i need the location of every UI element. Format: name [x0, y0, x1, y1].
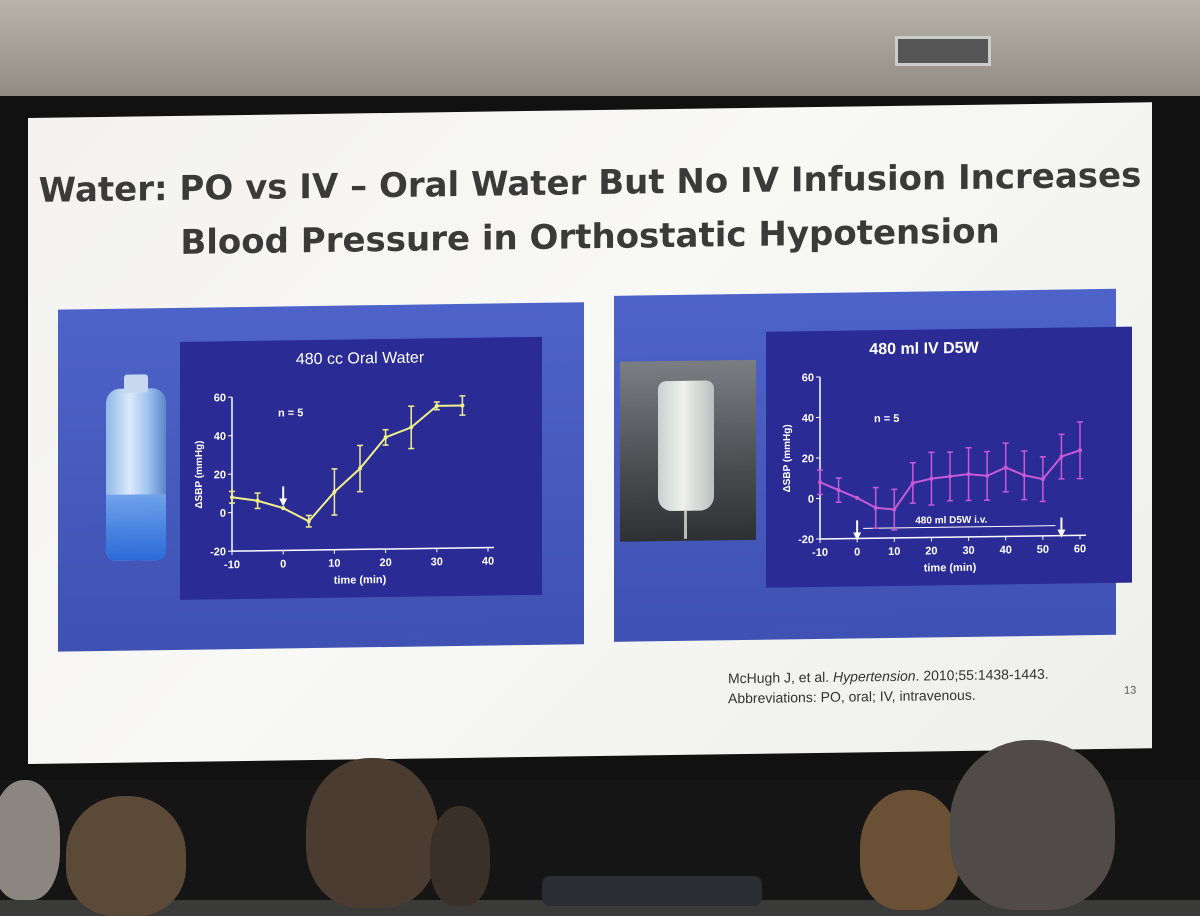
data-point: [409, 425, 413, 429]
x-tick-label: 30: [431, 556, 443, 568]
y-tick-label: -20: [210, 546, 226, 558]
ceiling-vent: [895, 36, 991, 66]
data-point: [230, 495, 234, 499]
audience-head: [306, 758, 438, 908]
infusion-label: 480 ml D5W i.v.: [915, 515, 987, 527]
chart-title: 480 ml IV D5W: [869, 340, 979, 359]
y-tick-label: 20: [214, 469, 226, 481]
oral-water-chart-svg: 480 cc Oral Water -10 0 10 20 30 40 -20 0 20 40 60 t…: [180, 337, 542, 600]
x-tick-label: 0: [280, 558, 286, 570]
y-tick-label: 40: [802, 413, 814, 425]
data-point: [892, 508, 896, 512]
data-point: [967, 472, 971, 476]
iv-d5w-chart-svg: 480 ml IV D5W -10 0 10 20 30 40 50 60 -20 0 20 40 60 t…: [766, 327, 1132, 588]
x-tick-label: 20: [379, 557, 391, 569]
x-tick-label: 40: [482, 555, 494, 567]
page-number: 13: [1124, 685, 1136, 697]
iv-bag-photo: [620, 360, 756, 542]
data-point: [948, 474, 952, 478]
x-axis-label: time (min): [334, 574, 387, 587]
oral-water-panel: 480 cc Oral Water -10 0 10 20 30 40 -20 0 20 40 60 t…: [58, 302, 584, 651]
y-tick-label: 0: [220, 508, 226, 520]
event-arrow-head: [853, 532, 861, 540]
audience-head: [0, 780, 60, 900]
audience-head: [66, 796, 186, 916]
oral-water-chart: 480 cc Oral Water -10 0 10 20 30 40 -20 0 20 40 60 t…: [180, 337, 542, 600]
x-tick-label: 0: [854, 546, 860, 558]
y-tick-label: 20: [802, 453, 814, 465]
data-point: [435, 404, 439, 408]
chart-title: 480 cc Oral Water: [296, 349, 425, 368]
x-tick-label: 20: [925, 545, 937, 557]
y-tick-label: 60: [214, 392, 226, 404]
series-line: [232, 405, 462, 522]
projector: [542, 876, 762, 906]
y-tick-label: -20: [798, 534, 814, 546]
data-point: [1041, 477, 1045, 481]
y-axis-label: ΔSBP (mmHg): [194, 440, 205, 508]
data-point: [384, 435, 388, 439]
audience-head: [860, 790, 960, 910]
y-axis-label: ΔSBP (mmHg): [782, 424, 793, 492]
event-arrow-head: [279, 498, 287, 506]
audience-head: [950, 740, 1115, 910]
n-annotation: n = 5: [874, 413, 899, 425]
data-point: [985, 474, 989, 478]
audience-head: [430, 806, 490, 906]
x-tick-label: -10: [224, 559, 240, 571]
x-tick-label: 10: [328, 558, 340, 570]
x-tick-label: 40: [1000, 544, 1012, 556]
x-tick-label: -10: [812, 547, 828, 559]
x-tick-label: 60: [1074, 543, 1086, 555]
data-point: [1078, 448, 1082, 452]
citation: McHugh J, et al. Hypertension. 2010;55:1…: [728, 664, 1049, 708]
presentation-slide: Water: PO vs IV – Oral Water But No IV I…: [28, 102, 1152, 764]
x-tick-label: 10: [888, 546, 900, 558]
x-axis-label: time (min): [924, 562, 977, 575]
data-point: [929, 477, 933, 481]
iv-d5w-chart: 480 ml IV D5W -10 0 10 20 30 40 50 60 -20 0 20 40 60 t…: [766, 327, 1132, 588]
data-point: [460, 403, 464, 407]
data-point: [358, 466, 362, 470]
event-arrow-head: [1057, 530, 1065, 538]
ceiling: [0, 0, 1200, 100]
iv-d5w-panel: 480 ml IV D5W -10 0 10 20 30 40 50 60 -20 0 20 40 60 t…: [614, 289, 1116, 642]
data-point: [332, 490, 336, 494]
x-axis: [820, 535, 1086, 539]
y-tick-label: 0: [808, 494, 814, 506]
y-tick-label: 60: [802, 372, 814, 384]
x-tick-label: 50: [1037, 544, 1049, 556]
x-axis: [232, 547, 494, 551]
y-tick-label: 40: [214, 431, 226, 443]
data-point: [1059, 455, 1063, 459]
abbreviations-note: Abbreviations: PO, oral; IV, intravenous…: [728, 684, 1049, 708]
data-point: [911, 481, 915, 485]
n-annotation: n = 5: [278, 407, 303, 419]
infusion-bar: [863, 526, 1055, 529]
iv-bag-image: [658, 380, 714, 511]
slide-title: Water: PO vs IV – Oral Water But No IV I…: [28, 148, 1152, 272]
x-tick-label: 30: [962, 545, 974, 557]
water-bottle-image: [106, 388, 166, 561]
